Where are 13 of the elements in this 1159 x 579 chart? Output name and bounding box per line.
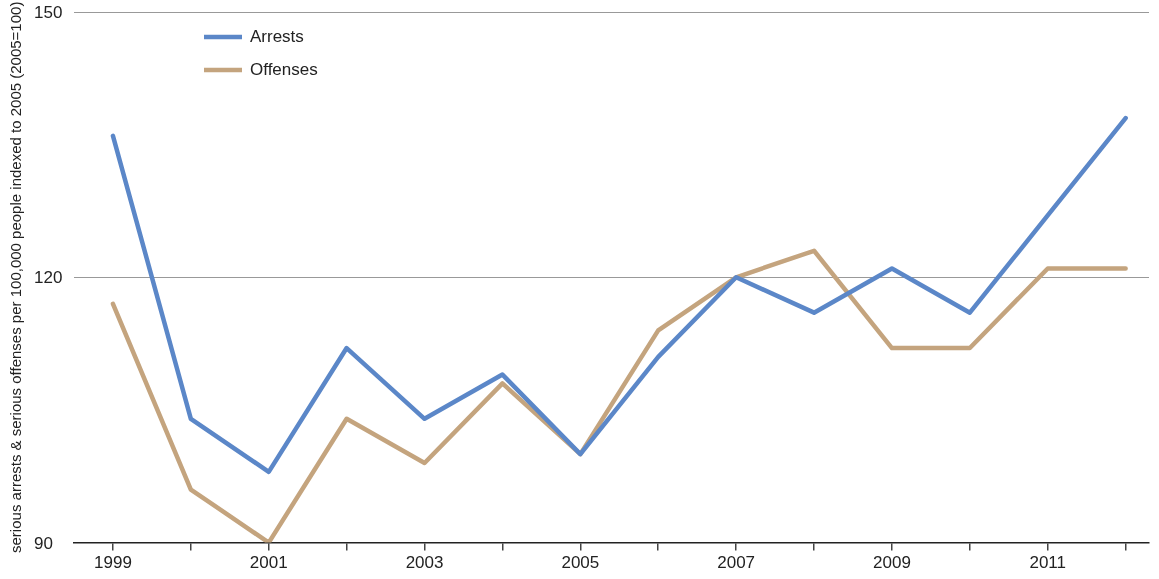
legend-label: Arrests [250,26,304,46]
legend-label: Offenses [250,59,318,79]
x-tick-label: 1999 [94,553,132,573]
y-tick-label: 120 [34,268,63,288]
x-tick-label: 2005 [561,553,600,573]
x-tick-label: 2011 [1029,553,1067,573]
x-tick-label: 2001 [249,553,288,573]
x-tick-label: 2009 [873,553,911,573]
y-tick-label: 150 [34,3,63,23]
x-tick-label: 2003 [405,553,444,573]
y-axis-title: serious arrests & serious offenses per 100,000 people indexed to 2005 (2005=100) [7,1,25,553]
x-tick-label: 2007 [717,553,756,573]
y-tick-label: 90 [34,533,53,553]
